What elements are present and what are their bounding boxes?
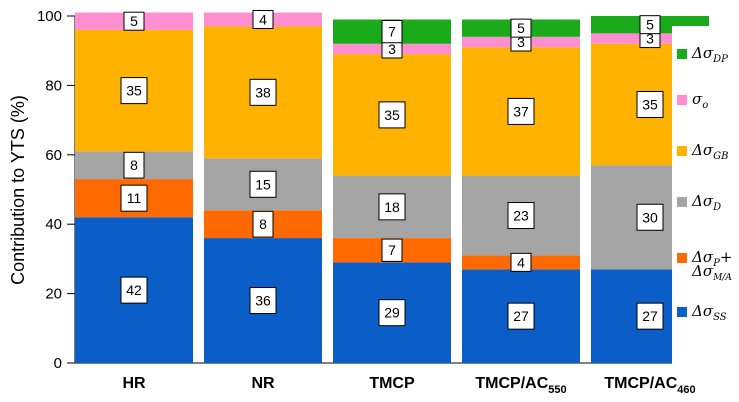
data-label-box [507, 97, 535, 125]
data-label: 5 [517, 20, 525, 36]
legend-label-dp: ΔσDP [691, 44, 728, 65]
data-label-box [123, 11, 145, 31]
data-label: 35 [126, 83, 142, 99]
data-label-box [378, 101, 406, 129]
y-tick-label: 20 [45, 286, 62, 303]
data-label-box [249, 287, 277, 315]
data-label-box [381, 19, 403, 44]
x-tick-label: TMCP/AC550 [475, 375, 566, 396]
data-label-box [636, 203, 664, 231]
data-label-box [120, 184, 148, 212]
data-label-box [252, 9, 274, 29]
data-label: 15 [255, 176, 271, 192]
data-label-box [636, 90, 664, 118]
data-label-box [123, 151, 145, 179]
data-label-box [249, 78, 277, 106]
data-label: 42 [126, 282, 142, 298]
y-tick-label: 40 [45, 216, 62, 233]
legend-label-pma: ΔσP+ [691, 248, 732, 269]
data-label: 11 [127, 190, 142, 206]
data-label-box [249, 170, 277, 198]
data-label: 4 [259, 11, 267, 27]
legend-swatch-dp [677, 49, 687, 59]
data-label: 5 [646, 17, 654, 33]
data-label: 38 [255, 84, 271, 100]
legend-swatch-ss [677, 307, 687, 317]
data-label-box [510, 252, 532, 272]
legend-label-o: σo [692, 90, 708, 111]
legend-label-ss: ΔσSS [691, 302, 727, 323]
y-axis-label: Contribution to YTS (%) [8, 95, 28, 285]
data-label: 29 [384, 305, 400, 321]
legend-swatch-gb [677, 146, 687, 156]
legend-swatch-d [677, 197, 687, 207]
y-tick-label: 0 [54, 355, 62, 372]
data-label: 36 [255, 293, 271, 309]
data-label: 27 [642, 308, 658, 324]
data-labels: 4211835536815384297183537274233735273035… [120, 9, 664, 330]
data-label: 8 [130, 157, 138, 173]
data-label-box [381, 238, 403, 262]
data-label: 37 [513, 103, 529, 119]
data-label-box [507, 202, 535, 230]
data-label: 4 [517, 254, 525, 270]
y-tick-label: 60 [45, 147, 62, 164]
data-label: 5 [130, 13, 138, 29]
data-label: 3 [388, 41, 396, 57]
x-tick-label: TMCP/AC460 [604, 375, 695, 396]
data-label: 27 [513, 308, 529, 324]
data-label: 35 [384, 107, 400, 123]
data-label-box [120, 77, 148, 105]
data-label-box [507, 302, 535, 330]
legend-label-d: ΔσD [691, 192, 721, 213]
data-label: 35 [642, 96, 658, 112]
data-label: 18 [384, 199, 400, 215]
data-label: 30 [642, 209, 658, 225]
y-tick-label: 100 [37, 8, 62, 25]
data-label: 23 [513, 208, 529, 224]
y-tick-label: 80 [45, 77, 62, 94]
data-label: 7 [388, 24, 396, 40]
data-label: 3 [517, 34, 525, 50]
data-label-box [120, 276, 148, 304]
data-label-box [510, 18, 532, 38]
data-label-box [378, 193, 406, 221]
data-label: 7 [388, 242, 396, 258]
x-tick-label: NR [251, 375, 275, 392]
data-label-box [252, 210, 274, 238]
data-label-box [636, 302, 664, 330]
data-label-box [378, 299, 406, 327]
x-tick-label: HR [122, 375, 146, 392]
legend-label-pma-line2: ΔσM/A [691, 262, 732, 283]
legend-swatch-o [677, 95, 687, 105]
x-tick-label: TMCP [369, 375, 415, 392]
legend: ΔσDP σo ΔσGB ΔσD ΔσP+ΔσM/A ΔσSS [672, 26, 738, 376]
legend-label-gb: ΔσGB [691, 141, 728, 162]
data-label: 8 [259, 216, 267, 232]
legend-swatch-pma [677, 253, 687, 263]
data-label-box [639, 15, 661, 35]
data-label: 3 [646, 31, 654, 47]
